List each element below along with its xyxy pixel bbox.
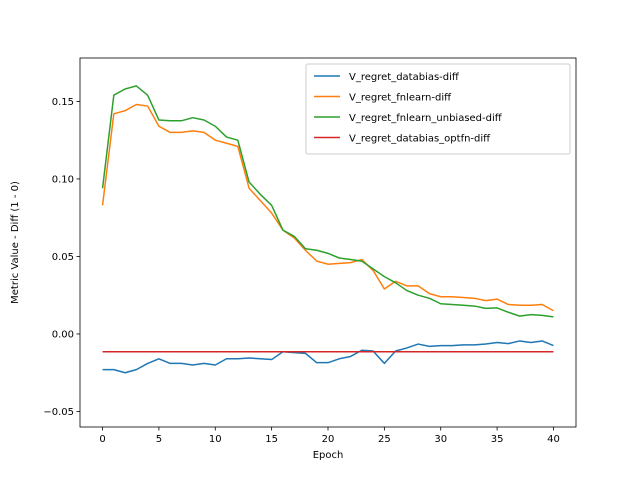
y-tick-label: 0.15 (52, 97, 74, 108)
x-tick-label: 30 (434, 434, 447, 445)
x-tick-label: 40 (547, 434, 560, 445)
y-tick-label: 0.10 (52, 174, 74, 185)
x-tick-label: 10 (209, 434, 222, 445)
series-line-2 (101, 85, 554, 318)
y-axis-ticks: −0.05 0.00 0.05 0.10 0.15 (43, 97, 80, 418)
x-tick-label: 35 (491, 434, 504, 445)
x-tick-label: 0 (99, 434, 105, 445)
legend-box (305, 63, 571, 155)
y-axis-label: Metric Value - Diff (1 - 0) (10, 181, 21, 304)
x-tick-label: 15 (265, 434, 278, 445)
legend-label-1: V_regret_fnlearn-diff (349, 93, 452, 104)
legend: V_regret_databias-diff V_regret_fnlearn-d… (305, 63, 571, 155)
x-tick-label: 20 (322, 434, 335, 445)
x-tick-label: 25 (378, 434, 391, 445)
series-line-1 (101, 103, 554, 312)
y-tick-label: 0.00 (52, 329, 74, 340)
legend-label-0: V_regret_databias-diff (349, 72, 460, 83)
x-axis-ticks: 0 5 10 15 20 25 30 35 40 (99, 427, 560, 445)
legend-label-3: V_regret_databias_optfn-diff (349, 134, 491, 145)
plot-lines (101, 85, 554, 374)
y-tick-label: −0.05 (43, 407, 74, 418)
y-tick-label: 0.05 (52, 252, 74, 263)
x-axis-label: Epoch (313, 450, 344, 461)
legend-label-2: V_regret_fnlearn_unbiased-diff (349, 113, 503, 124)
x-tick-label: 5 (156, 434, 162, 445)
series-line-0 (102, 340, 554, 374)
